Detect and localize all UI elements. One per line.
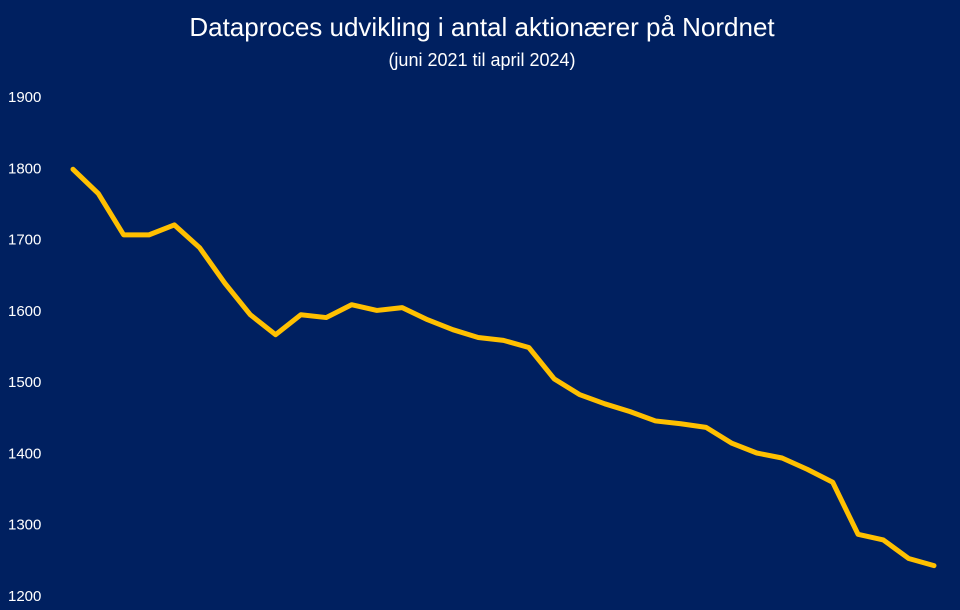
y-tick-label: 1900 (8, 89, 41, 106)
chart-subtitle: (juni 2021 til april 2024) (388, 50, 575, 70)
y-tick-label: 1500 (8, 374, 41, 391)
chart-title: Dataproces udvikling i antal aktionærer … (189, 12, 775, 42)
y-tick-label: 1800 (8, 160, 41, 177)
y-tick-label: 1600 (8, 303, 41, 320)
y-tick-label: 1400 (8, 445, 41, 462)
y-tick-label: 1200 (8, 588, 41, 605)
y-tick-label: 1300 (8, 517, 41, 534)
line-series (70, 166, 937, 569)
y-tick-label: 1700 (8, 232, 41, 249)
